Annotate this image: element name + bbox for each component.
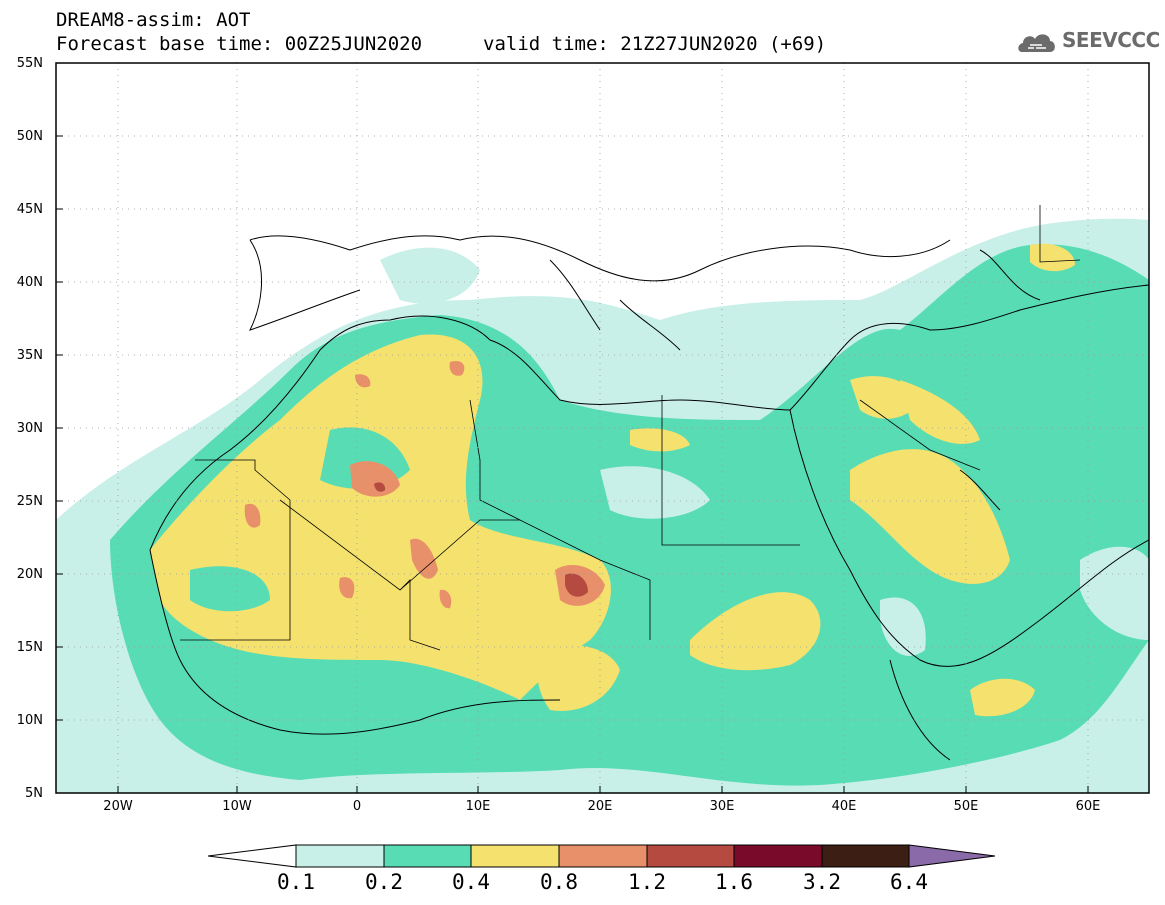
aot-band-0.4 — [850, 449, 1010, 584]
aot-band-0.8 — [339, 577, 355, 599]
lon-label: 50E — [953, 799, 979, 814]
colorbar-bin — [646, 844, 735, 868]
aot-light-patch — [1080, 546, 1149, 640]
logo-text: SEEVCCC — [1062, 28, 1160, 52]
coastlines — [149, 235, 1149, 761]
aot-band-0.4 — [690, 592, 821, 671]
lat-label: 30N — [16, 421, 43, 436]
grid — [56, 63, 1149, 793]
aot-band-1.2 — [374, 482, 386, 492]
colorbar-label: 1.6 — [715, 870, 753, 894]
colorbar-bin — [733, 844, 823, 868]
lat-label: 45N — [16, 202, 43, 217]
aot-band-0.8 — [350, 461, 400, 497]
colorbar-bin — [558, 844, 648, 868]
map-title: DREAM8-assim: AOT — [56, 9, 251, 31]
aot-band-1.2 — [565, 573, 588, 597]
aot-band-0.8 — [355, 374, 371, 388]
lon-label: 30E — [709, 799, 735, 814]
cloud-icon — [1018, 34, 1055, 52]
colorbar-bin — [821, 844, 910, 868]
lon-label: 10E — [465, 799, 491, 814]
borders — [180, 205, 1081, 651]
aot-band-0.4 — [150, 334, 611, 700]
lat-label: 40N — [16, 275, 43, 290]
lon-label: 40E — [831, 799, 857, 814]
colorbar-label: 0.2 — [365, 870, 403, 894]
ticks — [56, 135, 1089, 793]
colorbar-label: 1.2 — [628, 870, 666, 894]
lat-label: 10N — [16, 713, 43, 728]
lon-label: 60E — [1075, 799, 1101, 814]
aot-band-0.8 — [410, 538, 438, 579]
aot-field — [56, 218, 1149, 793]
lat-label: 25N — [16, 494, 43, 509]
colorbar-bin — [295, 844, 385, 868]
colorbar-bin — [470, 844, 560, 868]
valid-time: valid time: 21Z27JUN2020 (+69) — [483, 33, 827, 55]
aot-light-patch — [880, 597, 926, 656]
lat-label: 20N — [16, 567, 43, 582]
colorbar-under-arrow — [207, 844, 297, 868]
lon-label: 10W — [222, 799, 252, 814]
aot-band-0.4 — [630, 428, 690, 452]
lon-label: 20E — [587, 799, 613, 814]
lon-label: 20W — [103, 799, 133, 814]
aot-band-0.4 — [970, 678, 1035, 717]
aot-band-0.8 — [439, 589, 452, 609]
colorbar-bin — [383, 844, 472, 868]
lat-label: 5N — [25, 786, 43, 801]
lat-label: 50N — [16, 129, 43, 144]
colorbar-label: 0.4 — [452, 870, 490, 894]
lat-label: 15N — [16, 640, 43, 655]
colorbar-label: 0.1 — [277, 870, 315, 894]
colorbar — [207, 844, 996, 868]
lon-label: 0 — [352, 799, 362, 814]
aot-band-0.1 — [380, 247, 480, 304]
aot-band-0.4 — [1030, 243, 1075, 272]
aot-light-patch — [600, 466, 710, 519]
forecast-base-time: Forecast base time: 00Z25JUN2020 — [56, 33, 423, 55]
aot-green-patch — [190, 566, 270, 612]
colorbar-label: 0.8 — [540, 870, 578, 894]
colorbar-label: 6.4 — [890, 870, 928, 894]
colorbar-label: 3.2 — [803, 870, 841, 894]
colorbar-over-arrow — [908, 844, 996, 868]
aot-band-0.4 — [537, 645, 620, 711]
lat-label: 35N — [16, 348, 43, 363]
lat-label: 55N — [16, 56, 43, 71]
aot-band-0.8 — [449, 360, 465, 376]
aot-band-0.8 — [244, 503, 261, 528]
